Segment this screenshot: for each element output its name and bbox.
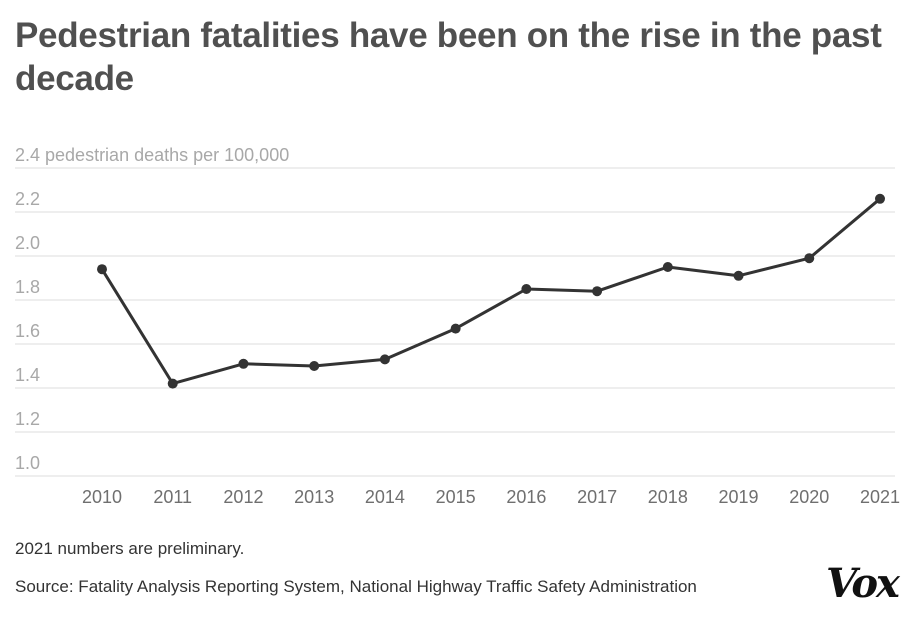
x-tick-label: 2019	[719, 487, 759, 507]
data-point	[238, 358, 249, 369]
y-tick-label: 2.2	[15, 189, 40, 209]
y-tick-label: 2.4 pedestrian deaths per 100,000	[15, 145, 289, 165]
y-tick-label: 1.6	[15, 321, 40, 341]
data-point	[592, 286, 603, 297]
data-point	[804, 253, 815, 264]
series-line	[100, 197, 881, 386]
x-tick-label: 2017	[577, 487, 617, 507]
data-point	[309, 361, 320, 371]
line-chart: 1.0 1.2 1.4 1.6 1.8 2.0 2.2 2.4 pedestrian deat…	[15, 145, 900, 507]
x-axis-ticks: 2010 2011 2012 2013 2014 2015 2016 2017 2018 2019…	[82, 487, 900, 507]
x-tick-label: 2021	[860, 487, 900, 507]
data-point	[450, 323, 461, 334]
x-tick-label: 2020	[789, 487, 829, 507]
x-tick-label: 2011	[153, 487, 192, 507]
x-tick-label: 2018	[648, 487, 688, 507]
x-tick-label: 2013	[294, 487, 334, 507]
x-tick-label: 2014	[365, 487, 405, 507]
y-tick-label: 1.0	[15, 453, 40, 473]
x-tick-label: 2016	[506, 487, 546, 507]
y-tick-label: 2.0	[15, 233, 40, 253]
data-point	[97, 264, 107, 275]
gridlines	[15, 167, 895, 477]
x-tick-label: 2010	[82, 487, 122, 507]
chart-title: Pedestrian fatalities have been on the r…	[15, 16, 882, 98]
y-tick-label: 1.2	[15, 409, 40, 429]
data-point	[662, 262, 673, 272]
footnote: 2021 numbers are preliminary.	[15, 539, 245, 558]
source-note: Source: Fatality Analysis Reporting Syst…	[15, 577, 697, 596]
data-point	[733, 270, 744, 281]
y-axis-ticks: 1.0 1.2 1.4 1.6 1.8 2.0 2.2 2.4 pedestrian deat…	[15, 145, 289, 473]
y-tick-label: 1.4	[15, 365, 40, 385]
data-point	[875, 193, 885, 204]
data-point	[167, 378, 178, 389]
x-tick-label: 2015	[436, 487, 476, 507]
data-point	[521, 284, 532, 294]
y-tick-label: 1.8	[15, 277, 40, 297]
x-tick-label: 2012	[223, 487, 263, 507]
vox-logo: Vox	[826, 560, 900, 607]
data-points	[97, 193, 885, 389]
data-point	[379, 354, 390, 365]
